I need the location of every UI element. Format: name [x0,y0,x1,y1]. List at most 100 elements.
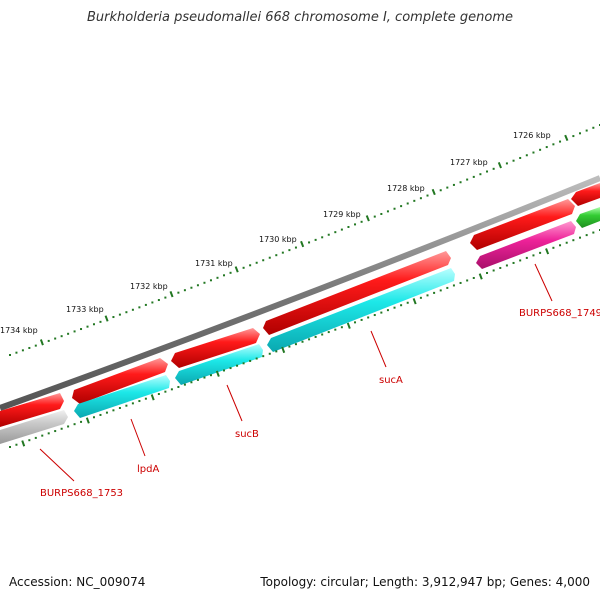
ruler-major-tick [104,315,109,322]
inner-ruler-dot [190,381,193,384]
inner-ruler-major-tick [478,273,483,280]
inner-ruler-dot [519,259,522,262]
ruler-minor-dot [190,286,193,289]
reverse-cds-burps668-1749 [476,221,576,269]
forward-cds-2 [72,358,168,404]
label-line-suca [370,330,387,368]
gene-label-sucb: sucB [235,429,259,440]
ruler-minor-dot [340,228,343,231]
inner-ruler-dot [426,294,429,297]
ruler-major-tick [497,162,502,169]
inner-ruler-dots [9,229,600,448]
ruler-label-1729: 1729 kbp [323,210,361,219]
inner-ruler-dot [28,439,31,442]
ruler-minor-dot [209,279,212,282]
label-line-sucb [226,384,243,422]
inner-ruler-dot [131,402,134,405]
ruler-minor-dot [413,199,416,202]
inner-ruler-dot [367,316,370,319]
ruler-minor-dot [472,175,475,178]
inner-ruler-dot [406,301,409,304]
inner-ruler-dot [275,350,278,353]
ruler-major-tick [431,188,436,196]
inner-ruler-dot [433,291,436,294]
ruler-label-1734: 1734 kbp [0,326,38,335]
ruler-minor-dot [9,354,11,356]
inner-ruler-dot [203,376,206,379]
inner-ruler-dot [249,359,252,362]
ruler-minor-dot [288,249,291,252]
ruler-minor-dot [138,306,141,309]
ruler-label-1728: 1728 kbp [387,184,425,193]
ruler-minor-dot [216,276,219,279]
inner-ruler-dot [340,326,343,329]
ruler-label-1730: 1730 kbp [259,235,297,244]
ruler-minor-dot [380,212,383,215]
inner-ruler-dot [380,311,383,314]
ruler-minor-dot [592,126,595,129]
ruler-minor-dot [525,154,528,157]
ruler-minor-dot [492,167,495,170]
ruler-minor-dot [327,233,330,236]
ruler-minor-dot [268,256,271,259]
inner-ruler-dot [164,390,167,393]
inner-ruler-major-tick [412,298,417,305]
inner-ruler-dot [209,374,212,377]
ruler-minor-dot [144,303,147,306]
inner-ruler-dot [525,256,528,259]
forward-cds-4 [263,251,451,335]
ruler-minor-dot [512,159,515,162]
ruler-minor-dot [552,143,555,146]
inner-ruler-dot [592,231,595,234]
inner-ruler-dot [157,393,160,396]
ruler-label-1731: 1731 kbp [195,259,233,268]
ruler-minor-dot [28,346,31,349]
ruler-label-1727: 1727 kbp [450,158,488,167]
inner-ruler-dot [321,333,324,336]
ruler-label-1732: 1732 kbp [130,282,168,291]
label-line-burps668-1749 [534,263,553,302]
ruler-minor-dot [118,313,121,316]
ruler-minor-dot [203,281,206,284]
ruler-minor-dot [419,197,422,200]
ruler-minor-dot [559,140,562,143]
inner-ruler-dot [565,241,568,244]
ruler-minor-dot [505,162,508,165]
inner-ruler-dot [99,413,102,416]
inner-ruler-dot [34,436,37,439]
inner-ruler-dot [9,446,11,448]
ruler-major-tick [564,134,569,142]
inner-ruler-dot [308,338,311,341]
ruler-minor-dot [585,129,588,132]
inner-ruler-major-tick [545,248,550,255]
inner-ruler-dot [144,397,147,400]
map-title: Burkholderia pseudomallei 668 chromosome… [86,10,514,25]
ruler-minor-dot [393,207,396,210]
ruler-major-tick [169,291,174,298]
inner-ruler-major-tick [85,417,90,424]
inner-ruler-dot [505,264,508,267]
ruler-minor-dot [452,183,455,186]
inner-ruler-dot [242,362,245,365]
reverse-cds-gray [0,410,68,444]
inner-ruler-dot [572,239,575,242]
inner-ruler-dot [15,443,18,446]
inner-ruler-dot [393,306,396,309]
ruler-minor-dot [539,148,542,151]
ruler-major-tick [365,215,370,222]
inner-ruler-dot [492,269,495,272]
inner-ruler-dot [41,434,44,437]
ruler-minor-dot [183,289,186,292]
ruler-minor-dot [99,320,102,323]
inner-ruler-dot [386,309,389,312]
ruler-minor-dot [92,323,95,326]
inner-ruler-dot [334,328,337,331]
ruler-minor-dot [242,266,245,269]
ruler-minor-dot [459,181,462,184]
reverse-cds-green [576,207,600,228]
ruler-minor-dot [80,328,83,331]
ruler-minor-dot [532,151,535,154]
gene-label-lines [39,263,553,482]
ruler-minor-dot [314,238,317,241]
gene-label-burps668-1753: BURPS668_1753 [40,488,123,499]
